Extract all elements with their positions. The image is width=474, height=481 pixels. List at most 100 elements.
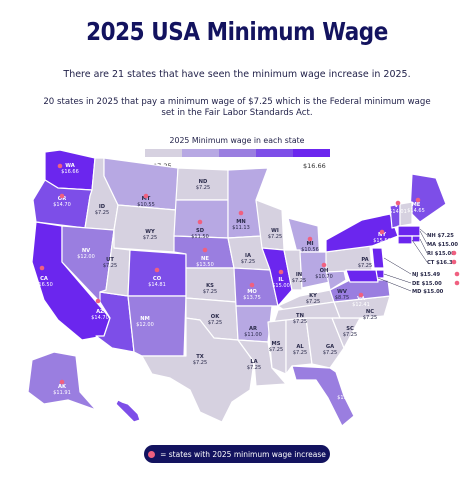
increase-dot-oh: [321, 262, 327, 268]
state-abbr-nm: NM: [140, 316, 150, 322]
state-wage-mi: $10.56: [301, 247, 319, 253]
state-wage-mn: $11.13: [232, 225, 250, 231]
increase-dot-de: [454, 280, 460, 286]
increase-dot-ne: [202, 247, 208, 253]
state-wage-nv: $12.00: [77, 254, 95, 260]
increase-dot-mt: [143, 193, 149, 199]
legend-swatch-4: [256, 149, 293, 157]
state-callout-de: DE $15.00: [412, 281, 442, 287]
legend-title: 2025 Minimum wage in each state: [169, 136, 305, 145]
state-wage-ky: $7.25: [306, 299, 320, 305]
state-wage-wi: $7.25: [268, 234, 282, 240]
state-abbr-ky: KY: [309, 293, 317, 299]
state-wage-ca: $16.50: [35, 282, 53, 288]
state-abbr-wv: WV: [337, 289, 347, 295]
state-wage-va: $12.41: [352, 302, 370, 308]
state-abbr-wa: WA: [65, 163, 75, 169]
state-abbr-in: IN: [296, 272, 302, 278]
state-wage-vt: $14.01: [389, 209, 407, 215]
state-wage-mt: $10.55: [137, 202, 155, 208]
state-ga: [305, 317, 345, 369]
increase-dot-mo: [249, 282, 255, 288]
increase-dot-mi: [307, 236, 313, 242]
state-wy: [113, 204, 177, 253]
state-callout-nj: NJ $15.49: [412, 272, 440, 278]
state-fl: [291, 365, 355, 427]
state-wage-al: $7.25: [293, 350, 307, 356]
state-abbr-mn: MN: [236, 219, 246, 225]
increase-dot-ct: [451, 259, 457, 265]
increase-dot-co: [154, 267, 160, 273]
increase-dot-ak: [59, 379, 65, 385]
state-wage-wv: $8.75: [335, 295, 349, 301]
increase-dot-mn: [238, 210, 244, 216]
state-nh: [399, 201, 413, 227]
state-wage-ga: $7.25: [323, 350, 337, 356]
increase-dot-va: [358, 292, 364, 298]
state-abbr-ga: GA: [326, 344, 334, 350]
state-wage-hi: $14.00: [141, 402, 159, 408]
state-abbr-la: LA: [250, 359, 257, 365]
state-wage-in: $7.25: [292, 278, 306, 284]
increase-dot-ri: [451, 250, 457, 256]
state-abbr-ok: OK: [211, 314, 220, 320]
state-abbr-hi: HI: [147, 396, 153, 402]
state-callout-ct: CT $16.35: [427, 260, 457, 266]
state-ct: [397, 235, 413, 245]
state-abbr-ut: UT: [106, 257, 114, 263]
state-abbr-wy: WY: [145, 229, 155, 235]
state-va: [329, 279, 391, 303]
state-wage-or: $14.70: [53, 202, 71, 208]
state-abbr-ak: AK: [58, 384, 67, 390]
state-in: [283, 249, 303, 291]
increase-dot-sd: [197, 219, 203, 225]
state-abbr-il: IL: [278, 277, 284, 283]
state-hi: [115, 399, 141, 423]
increase-dot-il: [278, 269, 284, 275]
state-wage-ak: $11.91: [53, 390, 71, 396]
increase-dot-vt: [395, 200, 401, 206]
state-abbr-tx: TX: [196, 354, 204, 360]
state-abbr-me: ME: [412, 202, 421, 208]
footnote-text: = states with 2025 minimum wage increase: [160, 449, 326, 459]
state-abbr-az: AZ: [96, 309, 104, 315]
state-abbr-al: AL: [296, 344, 304, 350]
state-wage-nd: $7.25: [196, 185, 210, 191]
state-wage-sd: $11.50: [191, 234, 209, 240]
state-wage-ne: $13.50: [196, 262, 214, 268]
page-title: 2025 USA Minimum Wage: [86, 17, 388, 46]
state-wage-oh: $10.70: [315, 274, 333, 280]
state-abbr-mt: MT: [142, 196, 151, 202]
state-callout-nh: NH $7.25: [427, 233, 454, 239]
state-ri: [411, 235, 421, 243]
increase-dot-icon: [148, 450, 156, 458]
increase-dot-me: [415, 197, 421, 203]
state-wage-ok: $7.25: [208, 320, 222, 326]
state-wage-mo: $13.75: [243, 295, 261, 301]
state-abbr-mo: MO: [247, 289, 257, 295]
callout-line-5: [383, 257, 412, 275]
callout-line-1: [419, 228, 428, 236]
state-abbr-or: OR: [58, 196, 66, 202]
state-abbr-sc: SC: [346, 326, 354, 332]
state-wage-tn: $7.25: [293, 319, 307, 325]
state-abbr-sd: SD: [196, 228, 205, 234]
state-abbr-wi: WI: [271, 228, 279, 234]
state-md: [345, 269, 379, 283]
state-nj: [371, 247, 385, 269]
state-abbr-tn: TN: [296, 313, 304, 319]
state-abbr-id: ID: [99, 204, 106, 210]
state-wage-wy: $7.25: [143, 235, 157, 241]
state-wage-nc: $7.25: [363, 315, 377, 321]
state-labels: WA$16.66OR$14.70CA$16.50ID$7.25NV$12.00A…: [35, 163, 460, 408]
state-abbr-va: VA: [357, 296, 365, 302]
state-wage-ia: $7.25: [241, 259, 255, 265]
state-wage-az: $14.70: [91, 315, 109, 321]
state-co: [127, 249, 187, 297]
state-abbr-fl: FL: [343, 389, 351, 395]
state-abbr-ne: NE: [201, 256, 209, 262]
legend-max-label: $16.66: [303, 162, 326, 170]
increase-dot-az: [95, 298, 101, 304]
state-callout-ri: RI $15.00: [427, 251, 455, 257]
